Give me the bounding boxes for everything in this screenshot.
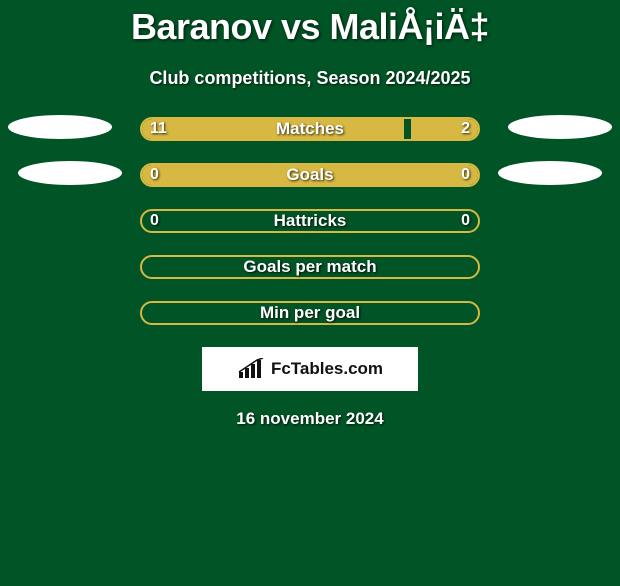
stat-row-min-per-goal: Min per goal [0,301,620,325]
source-logo-text: FcTables.com [271,359,383,379]
comparison-title: Baranov vs MaliÅ¡iÄ‡ [0,6,620,48]
stats-area: 11 Matches 2 0 Goals 0 0 Hattricks 0 Goa… [0,117,620,325]
bar-left-fill [142,119,404,139]
generated-date: 16 november 2024 [0,409,620,429]
bar-left-fill [142,165,478,185]
bars-icon [237,358,265,380]
stat-row-goals-per-match: Goals per match [0,255,620,279]
player-left-oval [18,161,122,185]
player-right-oval [508,115,612,139]
comparison-subtitle: Club competitions, Season 2024/2025 [0,68,620,89]
player-left-oval [8,115,112,139]
bar-right-fill [411,119,478,139]
bar-track [140,301,480,325]
player-right-oval [498,161,602,185]
bar-track [140,163,480,187]
bar-track [140,117,480,141]
stat-row-hattricks: 0 Hattricks 0 [0,209,620,233]
source-logo-box: FcTables.com [202,347,418,391]
stat-row-matches: 11 Matches 2 [0,117,620,141]
bar-track [140,209,480,233]
stat-row-goals: 0 Goals 0 [0,163,620,187]
bar-track [140,255,480,279]
